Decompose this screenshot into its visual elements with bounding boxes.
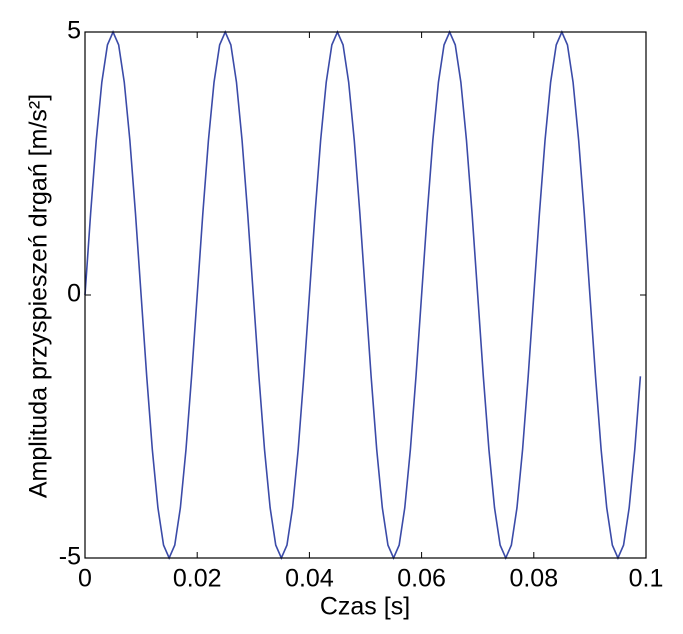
x-tick-label: 0.04 — [285, 565, 334, 593]
y-tick-label: -5 — [59, 543, 81, 571]
y-axis-label: Amplituda przyspieszeń drgań [m/s²] — [25, 94, 53, 498]
y-tick-label: 0 — [67, 280, 81, 308]
x-axis-label: Czas [s] — [320, 593, 410, 621]
x-tick-label: 0.02 — [173, 565, 222, 593]
plot-frame — [84, 31, 647, 559]
x-tick-label: 0.1 — [629, 565, 664, 593]
data-line — [84, 29, 642, 561]
x-tick-label: 0.06 — [397, 565, 446, 593]
y-tick-label: 5 — [67, 17, 81, 45]
x-tick-label: 0.08 — [509, 565, 558, 593]
x-tick-label: 0 — [78, 565, 92, 593]
